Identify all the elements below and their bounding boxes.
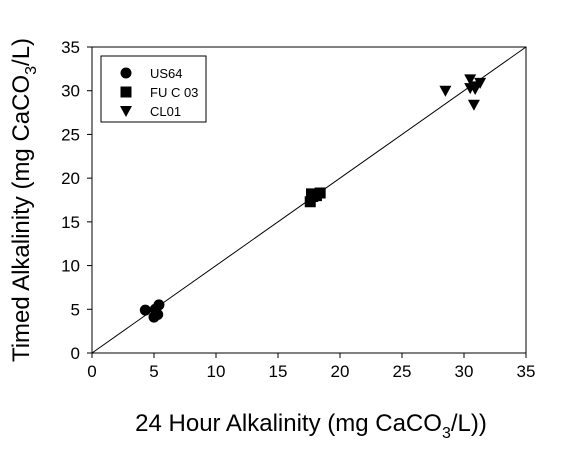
x-tick-label: 0 (87, 362, 96, 381)
data-point-fu-c-03 (307, 191, 319, 203)
x-tick-label: 30 (455, 362, 474, 381)
data-point-cl01 (467, 99, 480, 111)
data-point-us64 (139, 304, 151, 316)
y-tick-label: 25 (61, 125, 80, 144)
x-tick-label: 20 (331, 362, 350, 381)
data-point-us64 (148, 311, 160, 323)
x-tick-label: 5 (149, 362, 158, 381)
legend: US64 FU C 03 CL01 (100, 55, 207, 123)
x-tick-label: 15 (269, 362, 288, 381)
x-tick-label: 10 (207, 362, 226, 381)
legend-marker-us64 (120, 67, 132, 79)
x-axis-title: 24 Hour Alkalinity (mg CaCO3/L)) (135, 410, 487, 442)
data-point-cl01 (439, 85, 452, 97)
y-tick-label: 10 (61, 257, 80, 276)
data-point-cl01 (464, 74, 477, 86)
legend-marker-cl01 (120, 106, 132, 117)
y-tick-label: 20 (61, 169, 80, 188)
y-tick-label: 15 (61, 213, 80, 232)
legend-label-cl01: CL01 (150, 104, 181, 119)
y-axis: 0 5 10 15 20 25 30 35 (61, 38, 92, 363)
data-point-cl01 (469, 83, 482, 95)
y-tick-label: 35 (61, 38, 80, 57)
x-axis: 0 5 10 15 20 25 30 35 (87, 353, 535, 381)
legend-marker-fu-c-03 (120, 86, 132, 98)
y-axis-title: Timed Alkalinity (mg CaCO3/L) (8, 38, 40, 362)
x-tick-label: 35 (517, 362, 536, 381)
data-point-fu-c-03 (314, 187, 326, 199)
legend-label-us64: US64 (150, 66, 183, 81)
data-point-cl01 (474, 77, 487, 89)
x-tick-label: 25 (393, 362, 412, 381)
y-tick-label: 5 (71, 300, 80, 319)
data-points (139, 74, 487, 323)
data-point-us64 (153, 299, 165, 311)
y-tick-label: 0 (71, 344, 80, 363)
legend-label-fu-c-03: FU C 03 (150, 85, 198, 100)
legend-box (100, 55, 207, 123)
y-tick-label: 30 (61, 82, 80, 101)
